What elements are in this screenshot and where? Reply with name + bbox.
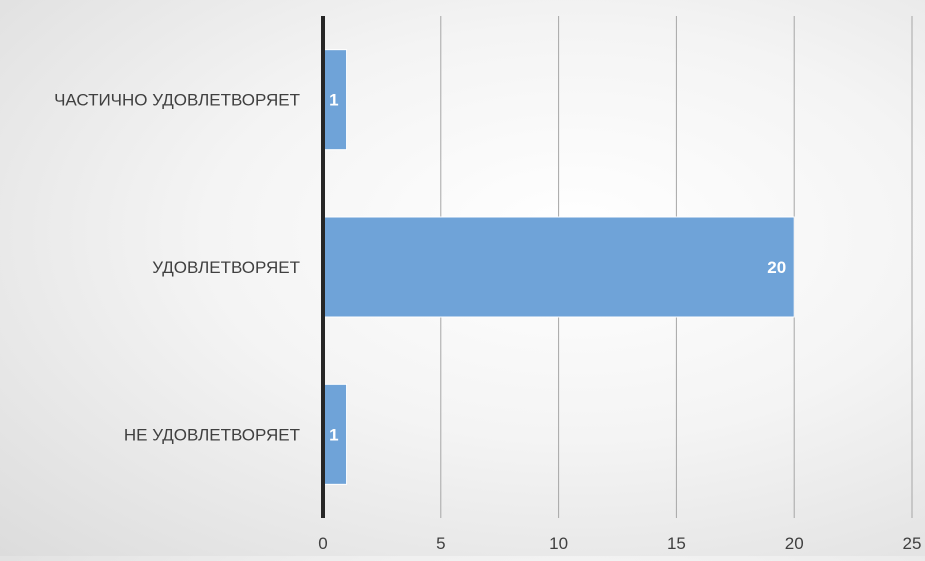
category-labels: ЧАСТИЧНО УДОВЛЕТВОРЯЕТ УДОВЛЕТВОРЯЕТ НЕ УД… xyxy=(54,91,300,445)
data-label-2: 1 xyxy=(329,425,338,444)
category-label-1: УДОВЛЕТВОРЯЕТ xyxy=(152,258,300,277)
value-axis-ticks: 0 5 10 15 20 25 xyxy=(318,534,921,553)
tick-label-2: 10 xyxy=(549,534,568,553)
tick-label-3: 15 xyxy=(667,534,686,553)
data-label-1: 20 xyxy=(767,258,786,277)
bar-1 xyxy=(322,216,795,318)
tick-label-5: 25 xyxy=(903,534,922,553)
data-labels: 1 20 1 xyxy=(329,91,786,445)
tick-label-0: 0 xyxy=(318,534,327,553)
data-label-0: 1 xyxy=(329,91,338,110)
category-label-0: ЧАСТИЧНО УДОВЛЕТВОРЯЕТ xyxy=(54,91,300,110)
category-label-2: НЕ УДОВЛЕТВОРЯЕТ xyxy=(124,425,300,444)
tick-label-4: 20 xyxy=(785,534,804,553)
tick-label-1: 5 xyxy=(436,534,445,553)
